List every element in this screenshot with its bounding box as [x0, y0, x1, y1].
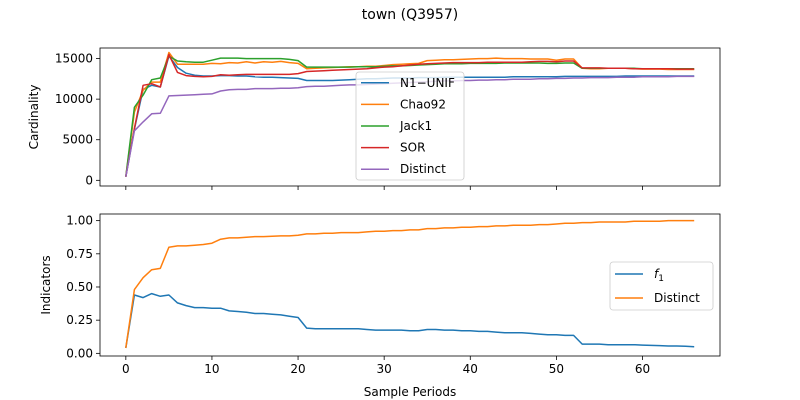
legend-label: SOR: [400, 141, 425, 155]
y-tick-label: 0.00: [66, 346, 93, 360]
y-tick-label: 0.75: [66, 247, 93, 261]
y-tick-label: 0: [85, 173, 93, 187]
legend: N1−UNIF Chao92 Jack1 SOR Distinct: [355, 71, 465, 181]
legend-label: Chao92: [400, 97, 446, 111]
y-tick-label: 1.00: [66, 214, 93, 228]
legend-label: Distinct: [400, 162, 446, 176]
y-tick-label: 0.25: [66, 313, 93, 327]
cardinality-panel: 0 5000 10000 15000 Cardinality N1−UNIF Chao92 J…: [27, 47, 721, 190]
x-tick-label: 30: [377, 362, 392, 376]
chart-title: town (Q3957): [362, 7, 458, 23]
y-tick-label: 5000: [62, 133, 93, 147]
indicators-panel: 0 10 20 30 40 50 60 0.00 0.25 0.50 0.75 1.00 Indicat…: [39, 213, 721, 376]
y-axis-label: Cardinality: [27, 85, 41, 150]
y-tick-label: 0.50: [66, 280, 93, 294]
series-line-0-3: [125, 53, 695, 177]
x-tick-label: 50: [549, 362, 564, 376]
x-axis-label: Sample Periods: [364, 385, 456, 399]
legend-label: Jack1: [399, 119, 432, 133]
series-line-1-0: [125, 292, 695, 349]
legend-label: N1−UNIF: [400, 76, 455, 90]
x-tick-label: 60: [635, 362, 650, 376]
legend-label: Distinct: [654, 291, 700, 305]
plot-frame: [99, 47, 721, 187]
x-tick-label: 10: [204, 362, 219, 376]
series-line-1-1: [125, 219, 695, 349]
x-tick-label: 20: [290, 362, 305, 376]
y-tick-label: 10000: [55, 92, 93, 106]
plot-frame: [99, 213, 721, 357]
legend-box: [355, 71, 465, 181]
legend-label: f1: [654, 267, 664, 284]
legend: f1 Distinct: [609, 261, 714, 311]
x-tick-label: 40: [463, 362, 478, 376]
y-axis-label: Indicators: [39, 255, 53, 314]
x-tick-label: 0: [122, 362, 130, 376]
y-tick-label: 15000: [55, 52, 93, 66]
